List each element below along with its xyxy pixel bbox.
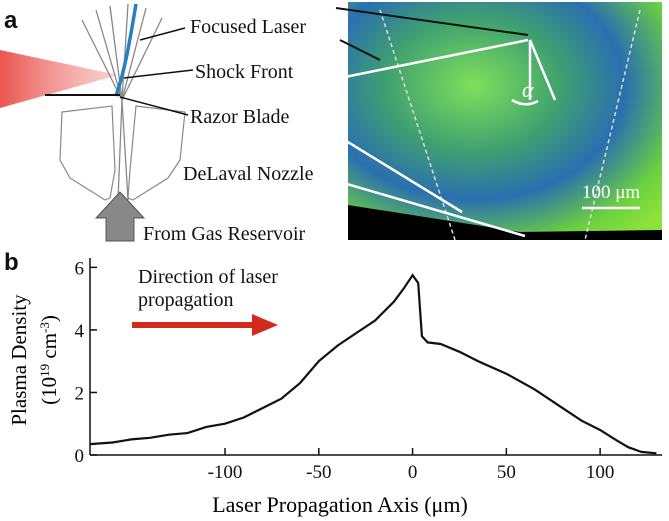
x-tick-label: 50	[497, 462, 516, 483]
x-axis-label: Laser Propagation Axis (μm)	[212, 492, 468, 517]
panel-label: b	[4, 249, 19, 276]
y-axis-unit-part: cm	[37, 333, 61, 364]
annotation: Direction of laser	[138, 266, 278, 288]
figure: a Focused Laser Shock Front Razor Blade …	[0, 0, 669, 521]
y-axis-unit-part: 19	[37, 364, 52, 377]
annotation: propagation	[138, 289, 234, 311]
x-tick-label: 100	[586, 462, 615, 483]
y-tick-label: 6	[75, 258, 85, 279]
y-axis-units: (1019 cm-3)	[37, 315, 62, 405]
y-axis-unit-part: )	[37, 315, 61, 322]
scale-bar-label: 100 μm	[582, 182, 640, 203]
x-tick-label: -50	[306, 462, 331, 483]
y-tick-label: 2	[75, 383, 85, 404]
y-axis-unit-part: -3	[37, 322, 52, 333]
direction-arrow	[132, 314, 278, 336]
label: Razor Blade	[190, 106, 290, 128]
x-tick-label: 0	[408, 462, 418, 483]
label: Shock Front	[195, 61, 294, 83]
panel-label: a	[4, 7, 18, 34]
diagram	[0, 2, 662, 241]
label: DeLaval Nozzle	[183, 163, 314, 185]
y-tick-label: 4	[75, 321, 85, 342]
y-axis-unit-part: (10	[37, 377, 61, 405]
angle-label: α	[522, 77, 534, 102]
y-axis-label: Plasma Density	[7, 294, 31, 426]
y-tick-label: 0	[75, 446, 85, 467]
label: Focused Laser	[190, 16, 306, 38]
x-tick-label: -100	[208, 462, 243, 483]
label: From Gas Reservoir	[143, 223, 306, 245]
